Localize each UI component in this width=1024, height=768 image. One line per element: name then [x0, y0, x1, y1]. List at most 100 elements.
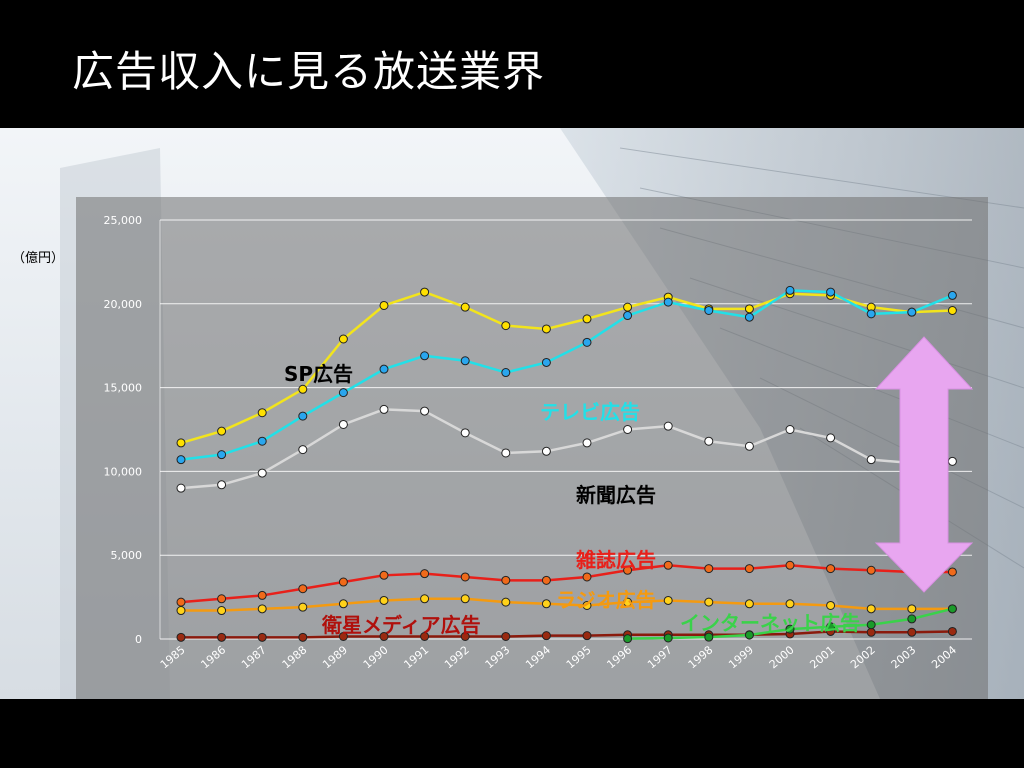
data-point	[298, 445, 308, 455]
data-point	[176, 632, 186, 642]
data-point	[785, 624, 795, 634]
data-point	[338, 419, 348, 429]
data-point	[176, 455, 186, 465]
data-point	[785, 560, 795, 570]
data-point	[582, 337, 592, 347]
data-point	[866, 620, 876, 630]
data-point	[947, 604, 957, 614]
data-point	[663, 595, 673, 605]
data-point	[541, 446, 551, 456]
data-point	[379, 595, 389, 605]
series-line	[181, 630, 953, 639]
data-point	[257, 590, 267, 600]
data-point	[704, 306, 714, 316]
series-line	[180, 408, 953, 490]
data-point	[826, 433, 836, 443]
data-point	[420, 631, 430, 641]
y-tick-label: 10,000	[104, 465, 143, 478]
data-point	[460, 572, 470, 582]
data-point	[623, 597, 633, 607]
data-point	[541, 631, 551, 641]
data-point	[420, 287, 430, 297]
y-tick-label: 20,000	[104, 298, 143, 311]
data-point	[541, 324, 551, 334]
chart-plot-background	[76, 197, 988, 699]
data-point	[257, 604, 267, 614]
data-point	[785, 285, 795, 295]
data-point	[217, 606, 227, 616]
data-point	[744, 312, 754, 322]
data-point	[785, 599, 795, 609]
y-tick-label: 25,000	[104, 214, 143, 227]
series-label: 新聞広告	[576, 483, 656, 507]
data-point	[298, 602, 308, 612]
data-point	[501, 368, 511, 378]
data-point	[826, 564, 836, 574]
data-point	[217, 632, 227, 642]
data-point	[744, 630, 754, 640]
data-point	[257, 408, 267, 418]
data-point	[866, 627, 876, 637]
series-label: 雑誌広告	[575, 548, 656, 572]
data-point	[501, 321, 511, 331]
data-point	[907, 307, 917, 317]
data-point	[582, 314, 592, 324]
series-label: インターネット広告	[680, 611, 860, 635]
title-bar: 広告収入に見る放送業界	[0, 0, 1024, 128]
slide-title: 広告収入に見る放送業界	[72, 47, 546, 96]
data-point	[338, 577, 348, 587]
data-point	[947, 306, 957, 316]
data-point	[217, 450, 227, 460]
data-point	[744, 564, 754, 574]
data-point	[744, 441, 754, 451]
data-point	[866, 309, 876, 319]
data-point	[338, 631, 348, 641]
data-point	[744, 599, 754, 609]
data-point	[298, 584, 308, 594]
data-point	[623, 634, 633, 644]
series-line	[180, 290, 953, 445]
data-point	[826, 287, 836, 297]
data-point	[947, 290, 957, 300]
data-point	[704, 436, 714, 446]
data-point	[379, 364, 389, 374]
data-point	[582, 631, 592, 641]
y-tick-label: 5,000	[111, 549, 143, 562]
data-point	[826, 622, 836, 632]
data-point	[257, 632, 267, 642]
data-point	[785, 425, 795, 434]
data-point	[257, 436, 267, 446]
data-point	[460, 631, 470, 641]
data-point	[623, 302, 633, 312]
data-point	[501, 597, 511, 607]
series-line	[180, 289, 953, 461]
data-point	[460, 594, 470, 604]
data-point	[338, 599, 348, 609]
data-point	[663, 421, 673, 431]
data-point	[704, 597, 714, 607]
data-point	[907, 604, 917, 614]
data-point	[217, 594, 227, 604]
data-point	[176, 438, 186, 448]
series-label: 衛星メディア広告	[321, 613, 481, 637]
series-line	[181, 597, 953, 612]
data-point	[379, 570, 389, 580]
data-point	[298, 411, 308, 421]
data-point	[907, 627, 917, 637]
series-label: テレビ広告	[540, 400, 640, 424]
data-point	[460, 356, 470, 366]
double-arrow-icon	[874, 336, 974, 593]
data-point	[420, 406, 430, 416]
data-point	[176, 606, 186, 616]
data-point	[541, 575, 551, 585]
data-point	[298, 384, 308, 394]
data-point	[582, 572, 592, 582]
data-point	[866, 565, 876, 575]
data-point	[826, 600, 836, 610]
data-point	[663, 633, 673, 643]
data-point	[379, 631, 389, 641]
data-point	[623, 425, 633, 434]
data-point	[338, 334, 348, 344]
data-point	[501, 448, 511, 458]
data-point	[947, 567, 957, 577]
